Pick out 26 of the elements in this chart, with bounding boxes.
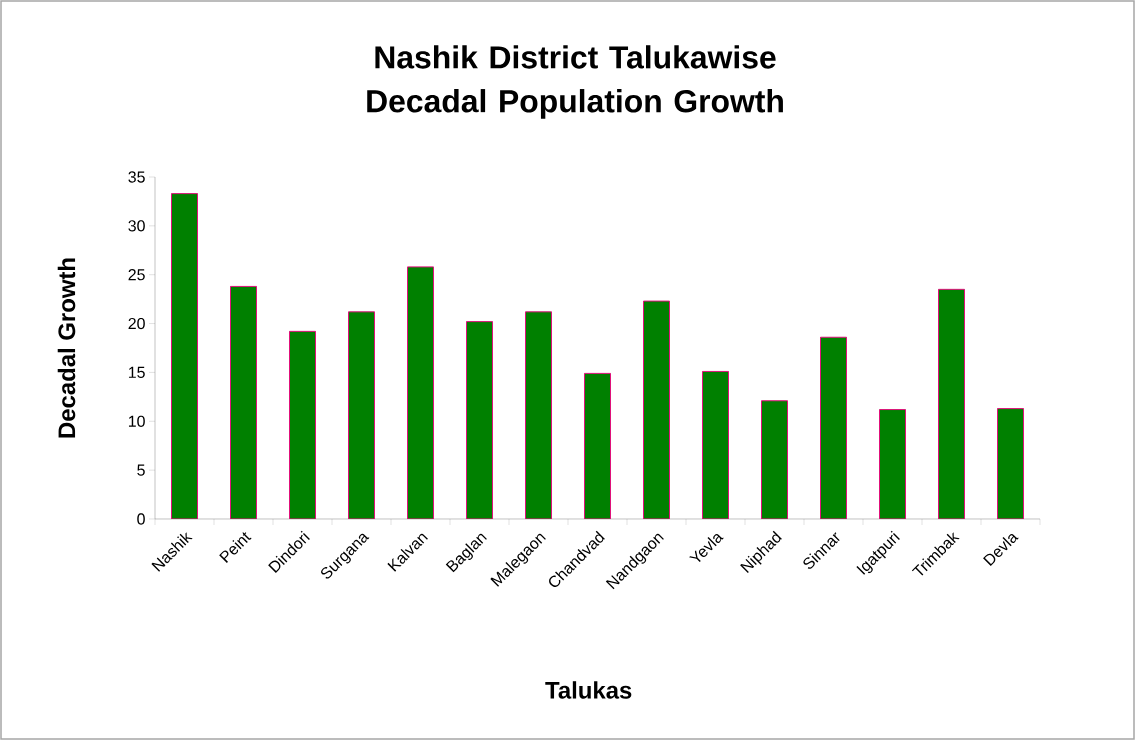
bar <box>820 336 848 519</box>
bar <box>938 288 966 519</box>
bar <box>761 400 789 519</box>
y-tick-label: 5 <box>137 464 145 476</box>
bar <box>997 408 1025 519</box>
bar <box>171 193 199 519</box>
y-axis-title: Decadal Growth <box>57 258 76 438</box>
bar <box>702 370 730 519</box>
y-tick-label: 10 <box>128 415 145 427</box>
bar <box>466 321 494 519</box>
y-tick-label: 15 <box>128 366 145 378</box>
y-tick-label: 30 <box>128 220 145 232</box>
x-axis-title: Talukas <box>545 681 632 699</box>
bar <box>584 372 612 519</box>
bar <box>230 285 258 519</box>
bar <box>879 409 907 519</box>
y-tick-label: 0 <box>137 513 145 525</box>
bar <box>643 300 671 519</box>
chart-title: Nashik District Talukawise Decadal Population Growth <box>367 45 783 119</box>
y-tick-label: 25 <box>128 269 145 281</box>
bar <box>407 266 435 519</box>
y-tick-label: 20 <box>128 317 145 330</box>
bar <box>348 311 376 519</box>
bar <box>525 311 553 519</box>
y-tick-label: 35 <box>128 171 145 183</box>
bar <box>289 330 317 519</box>
